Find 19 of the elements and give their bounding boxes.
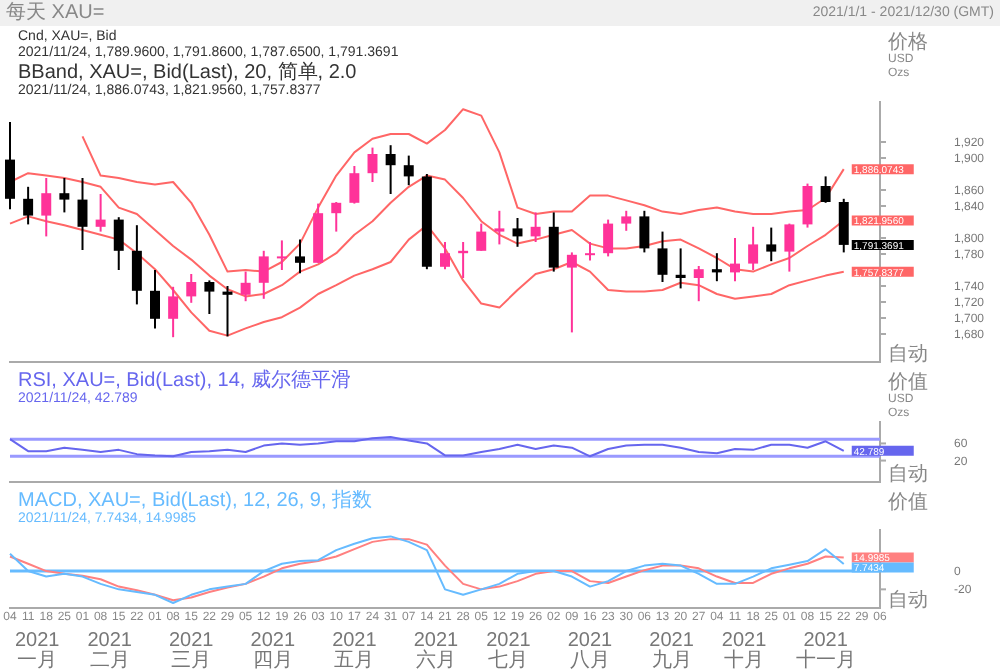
y-axis-title: 价值 xyxy=(886,490,928,514)
chart-title: RSI, XAU=, Bid(Last), 14, 威尔德平滑 xyxy=(18,368,351,392)
text: 自动 xyxy=(888,587,928,612)
text: 2021 八月 xyxy=(567,629,614,670)
chart-title: MACD, XAU=, Bid(Last), 12, 26, 9, 指数 xyxy=(18,488,373,512)
text: 自动 xyxy=(888,462,928,486)
text: 2021 六月 xyxy=(413,629,460,670)
chart-title: 每天 XAU= xyxy=(6,0,105,26)
text: 2021 九月 xyxy=(649,629,695,670)
text: 2021 三月 xyxy=(169,629,215,670)
text: 2021 四月 xyxy=(250,629,296,670)
text: 2021 十月 xyxy=(721,629,768,670)
text: 2021 五月 xyxy=(332,629,378,670)
text: 2021 二月 xyxy=(87,629,133,670)
text: 自动 xyxy=(888,342,928,366)
text: 2021 一月 xyxy=(14,629,61,670)
text: 2021 十一月 xyxy=(795,629,856,670)
text: 2021 七月 xyxy=(486,629,532,670)
text: BBand, XAU=, Bid(Last), 20, 简单, 2.0 xyxy=(18,60,358,84)
